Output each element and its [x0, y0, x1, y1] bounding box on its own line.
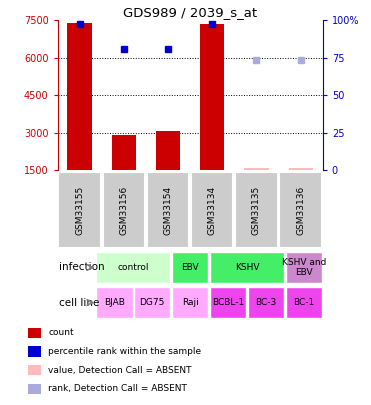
- Bar: [200, 24, 224, 170]
- Bar: [289, 168, 313, 170]
- Bar: [28, 365, 41, 375]
- Bar: [58, 172, 101, 248]
- Text: GSM33134: GSM33134: [208, 185, 217, 234]
- Text: BCBL-1: BCBL-1: [212, 298, 244, 307]
- Bar: [96, 252, 170, 283]
- Bar: [28, 346, 41, 356]
- Text: GSM33154: GSM33154: [164, 185, 173, 234]
- Bar: [235, 172, 278, 248]
- Bar: [112, 135, 136, 170]
- Bar: [279, 172, 322, 248]
- Bar: [156, 131, 180, 170]
- Bar: [28, 328, 41, 338]
- Bar: [172, 252, 209, 283]
- Title: GDS989 / 2039_s_at: GDS989 / 2039_s_at: [123, 6, 257, 19]
- Bar: [28, 384, 41, 394]
- Bar: [286, 252, 322, 283]
- Text: control: control: [118, 263, 149, 272]
- Bar: [68, 23, 92, 170]
- Bar: [244, 168, 269, 170]
- Bar: [103, 172, 145, 248]
- Bar: [147, 172, 189, 248]
- Text: GSM33155: GSM33155: [75, 185, 84, 234]
- Text: KSHV and
EBV: KSHV and EBV: [282, 258, 326, 277]
- Bar: [286, 287, 322, 318]
- Text: Raji: Raji: [182, 298, 198, 307]
- Text: EBV: EBV: [181, 263, 199, 272]
- Text: GSM33136: GSM33136: [296, 185, 305, 234]
- Bar: [172, 287, 209, 318]
- Text: BJAB: BJAB: [104, 298, 125, 307]
- Text: value, Detection Call = ABSENT: value, Detection Call = ABSENT: [48, 366, 192, 375]
- Text: GSM33135: GSM33135: [252, 185, 261, 234]
- Text: BC-3: BC-3: [255, 298, 276, 307]
- Text: percentile rank within the sample: percentile rank within the sample: [48, 347, 201, 356]
- Bar: [210, 252, 284, 283]
- Text: rank, Detection Call = ABSENT: rank, Detection Call = ABSENT: [48, 384, 187, 393]
- Text: GSM33156: GSM33156: [119, 185, 128, 234]
- Bar: [96, 287, 132, 318]
- Text: cell line: cell line: [59, 298, 100, 307]
- Bar: [210, 287, 246, 318]
- Text: KSHV: KSHV: [235, 263, 259, 272]
- Text: BC-1: BC-1: [293, 298, 315, 307]
- Text: infection: infection: [59, 262, 105, 273]
- Bar: [134, 287, 170, 318]
- Text: DG75: DG75: [139, 298, 165, 307]
- Bar: [191, 172, 233, 248]
- Bar: [248, 287, 284, 318]
- Text: count: count: [48, 328, 74, 337]
